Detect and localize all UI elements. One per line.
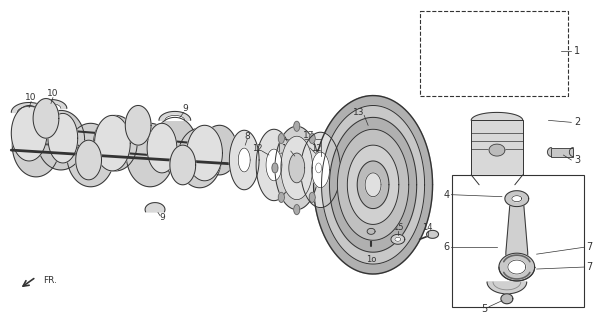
Bar (551, 148, 573, 157)
Polygon shape (321, 106, 425, 264)
Text: 7: 7 (586, 262, 592, 272)
Text: 6: 6 (444, 242, 449, 252)
Polygon shape (391, 234, 405, 244)
Polygon shape (569, 148, 573, 156)
Polygon shape (499, 253, 535, 281)
Polygon shape (506, 204, 528, 267)
Polygon shape (94, 116, 137, 171)
Polygon shape (471, 112, 523, 120)
Polygon shape (153, 117, 197, 173)
Polygon shape (41, 103, 61, 108)
Polygon shape (367, 228, 375, 234)
Polygon shape (278, 192, 284, 202)
Polygon shape (499, 267, 535, 281)
Text: 5: 5 (481, 304, 487, 314)
Text: 10: 10 (25, 93, 37, 102)
Polygon shape (301, 132, 340, 208)
Text: 7: 7 (586, 242, 592, 252)
Polygon shape (489, 144, 505, 156)
Polygon shape (145, 203, 165, 212)
Polygon shape (11, 102, 47, 112)
Polygon shape (178, 128, 221, 188)
Polygon shape (76, 140, 101, 180)
Polygon shape (294, 121, 299, 131)
Polygon shape (294, 204, 299, 214)
Text: 15: 15 (393, 223, 403, 232)
Text: 10: 10 (47, 89, 59, 98)
Text: 13: 13 (352, 108, 364, 117)
Text: 2: 2 (574, 117, 581, 127)
Text: 1o: 1o (366, 255, 377, 264)
Text: FR.: FR. (43, 276, 57, 285)
Text: 8: 8 (244, 132, 250, 141)
Polygon shape (547, 148, 551, 156)
Polygon shape (147, 123, 177, 173)
Text: 9: 9 (182, 104, 187, 113)
Text: 14: 14 (422, 223, 433, 232)
Polygon shape (315, 163, 321, 173)
Text: 12: 12 (311, 144, 322, 153)
Polygon shape (347, 145, 399, 224)
Polygon shape (94, 116, 130, 171)
Polygon shape (159, 111, 191, 120)
Polygon shape (187, 125, 222, 181)
Text: 9: 9 (159, 213, 165, 222)
Polygon shape (33, 99, 59, 138)
Polygon shape (330, 117, 417, 252)
Text: 11: 11 (280, 144, 291, 153)
Polygon shape (426, 230, 438, 238)
Text: 17: 17 (303, 131, 314, 140)
Bar (452, 175, 584, 307)
Polygon shape (165, 116, 185, 120)
Polygon shape (125, 106, 151, 145)
Polygon shape (505, 191, 529, 207)
Text: 4: 4 (444, 190, 449, 200)
Polygon shape (337, 129, 409, 240)
Polygon shape (35, 100, 67, 108)
Polygon shape (11, 106, 47, 161)
Polygon shape (312, 152, 330, 188)
Polygon shape (508, 260, 526, 274)
Text: 3: 3 (574, 155, 581, 165)
Polygon shape (281, 136, 313, 200)
Bar (420, 11, 568, 96)
Polygon shape (126, 123, 174, 187)
Polygon shape (266, 149, 282, 181)
Polygon shape (365, 173, 381, 197)
Polygon shape (501, 294, 513, 304)
Polygon shape (67, 123, 114, 187)
Polygon shape (256, 129, 292, 201)
Polygon shape (229, 130, 259, 190)
Polygon shape (309, 192, 315, 202)
Polygon shape (314, 96, 432, 274)
Polygon shape (512, 196, 522, 202)
Text: 12: 12 (252, 144, 262, 153)
Polygon shape (487, 282, 527, 294)
Polygon shape (357, 161, 389, 209)
Polygon shape (238, 148, 250, 172)
Polygon shape (395, 237, 401, 241)
Polygon shape (37, 110, 85, 170)
Polygon shape (309, 133, 315, 143)
Polygon shape (275, 126, 318, 210)
Polygon shape (289, 153, 305, 183)
Polygon shape (272, 163, 278, 173)
Polygon shape (17, 107, 41, 112)
Polygon shape (12, 113, 60, 177)
Text: 1: 1 (574, 46, 581, 56)
Polygon shape (278, 133, 284, 143)
Polygon shape (48, 113, 78, 163)
Bar (471, 120, 523, 175)
Polygon shape (170, 145, 196, 185)
Polygon shape (202, 125, 237, 175)
